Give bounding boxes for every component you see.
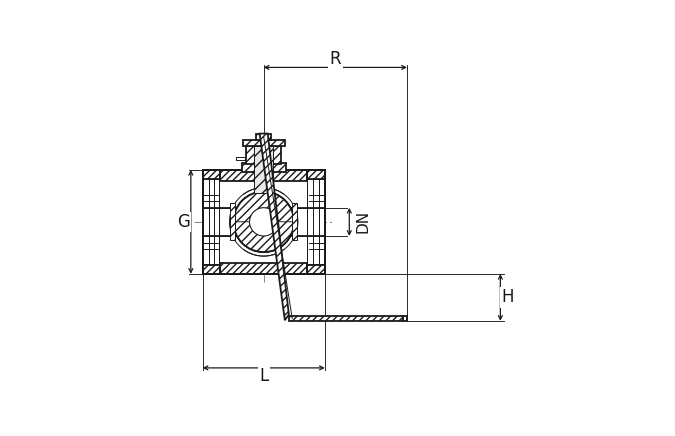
- Polygon shape: [234, 192, 294, 222]
- Circle shape: [250, 208, 278, 236]
- Bar: [220, 170, 307, 181]
- Bar: [243, 140, 284, 146]
- Bar: [220, 170, 307, 274]
- Bar: [246, 146, 281, 164]
- Text: L: L: [259, 367, 268, 385]
- Text: G: G: [177, 213, 190, 231]
- Bar: [220, 263, 307, 274]
- Bar: [254, 146, 273, 193]
- Bar: [220, 170, 307, 181]
- Bar: [202, 170, 220, 179]
- Bar: [307, 170, 325, 179]
- Bar: [202, 179, 220, 265]
- Bar: [202, 265, 220, 274]
- Bar: [220, 263, 307, 274]
- Polygon shape: [234, 222, 294, 252]
- Text: DN: DN: [355, 210, 370, 233]
- Bar: [289, 316, 403, 321]
- Bar: [256, 133, 271, 140]
- Text: H: H: [502, 288, 514, 307]
- Bar: [403, 316, 407, 321]
- Bar: [202, 170, 220, 179]
- Bar: [307, 265, 325, 274]
- Bar: [236, 157, 244, 160]
- Bar: [202, 265, 220, 274]
- Text: R: R: [329, 50, 341, 68]
- Bar: [307, 179, 325, 265]
- Bar: [230, 203, 235, 240]
- Polygon shape: [260, 133, 289, 320]
- Bar: [307, 170, 325, 179]
- Bar: [292, 203, 297, 240]
- Circle shape: [234, 192, 294, 252]
- Bar: [242, 163, 286, 171]
- Bar: [307, 265, 325, 274]
